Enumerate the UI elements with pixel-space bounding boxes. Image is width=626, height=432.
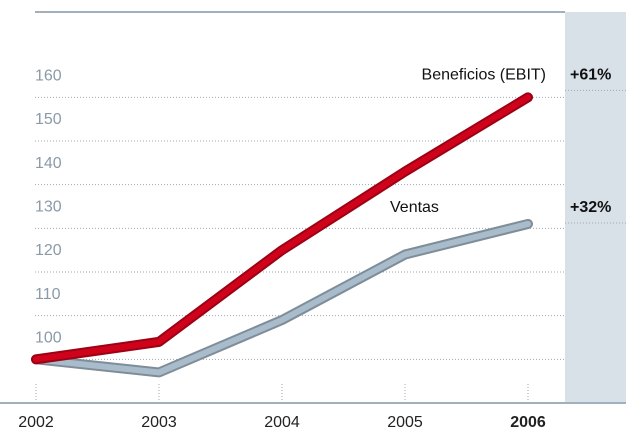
y-tick-label: 100 [35, 330, 62, 347]
y-tick-label: 120 [35, 242, 62, 259]
change-annotation: +61% [570, 67, 611, 84]
y-tick-label: 140 [35, 155, 62, 172]
y-tick-label: 160 [35, 68, 62, 85]
series-line [33, 220, 531, 376]
highlight-band [565, 12, 626, 403]
x-tick-label: 2002 [18, 414, 54, 431]
series-label: Beneficios (EBIT) [422, 67, 546, 84]
x-tick-label: 2006 [510, 414, 546, 431]
x-tick-label: 2003 [141, 414, 177, 431]
y-tick-label: 130 [35, 199, 62, 216]
series-label: Ventas [390, 199, 439, 216]
x-tick-label: 2004 [264, 414, 300, 431]
change-annotation: +32% [570, 199, 611, 216]
plot: 100 110 120 130 140 150 160 2002 2003 2004 2005 200… [18, 67, 626, 431]
y-tick-label: 110 [35, 286, 61, 303]
y-tick-label: 150 [35, 111, 62, 128]
x-tick-label: 2005 [387, 414, 423, 431]
series-line [33, 94, 531, 363]
